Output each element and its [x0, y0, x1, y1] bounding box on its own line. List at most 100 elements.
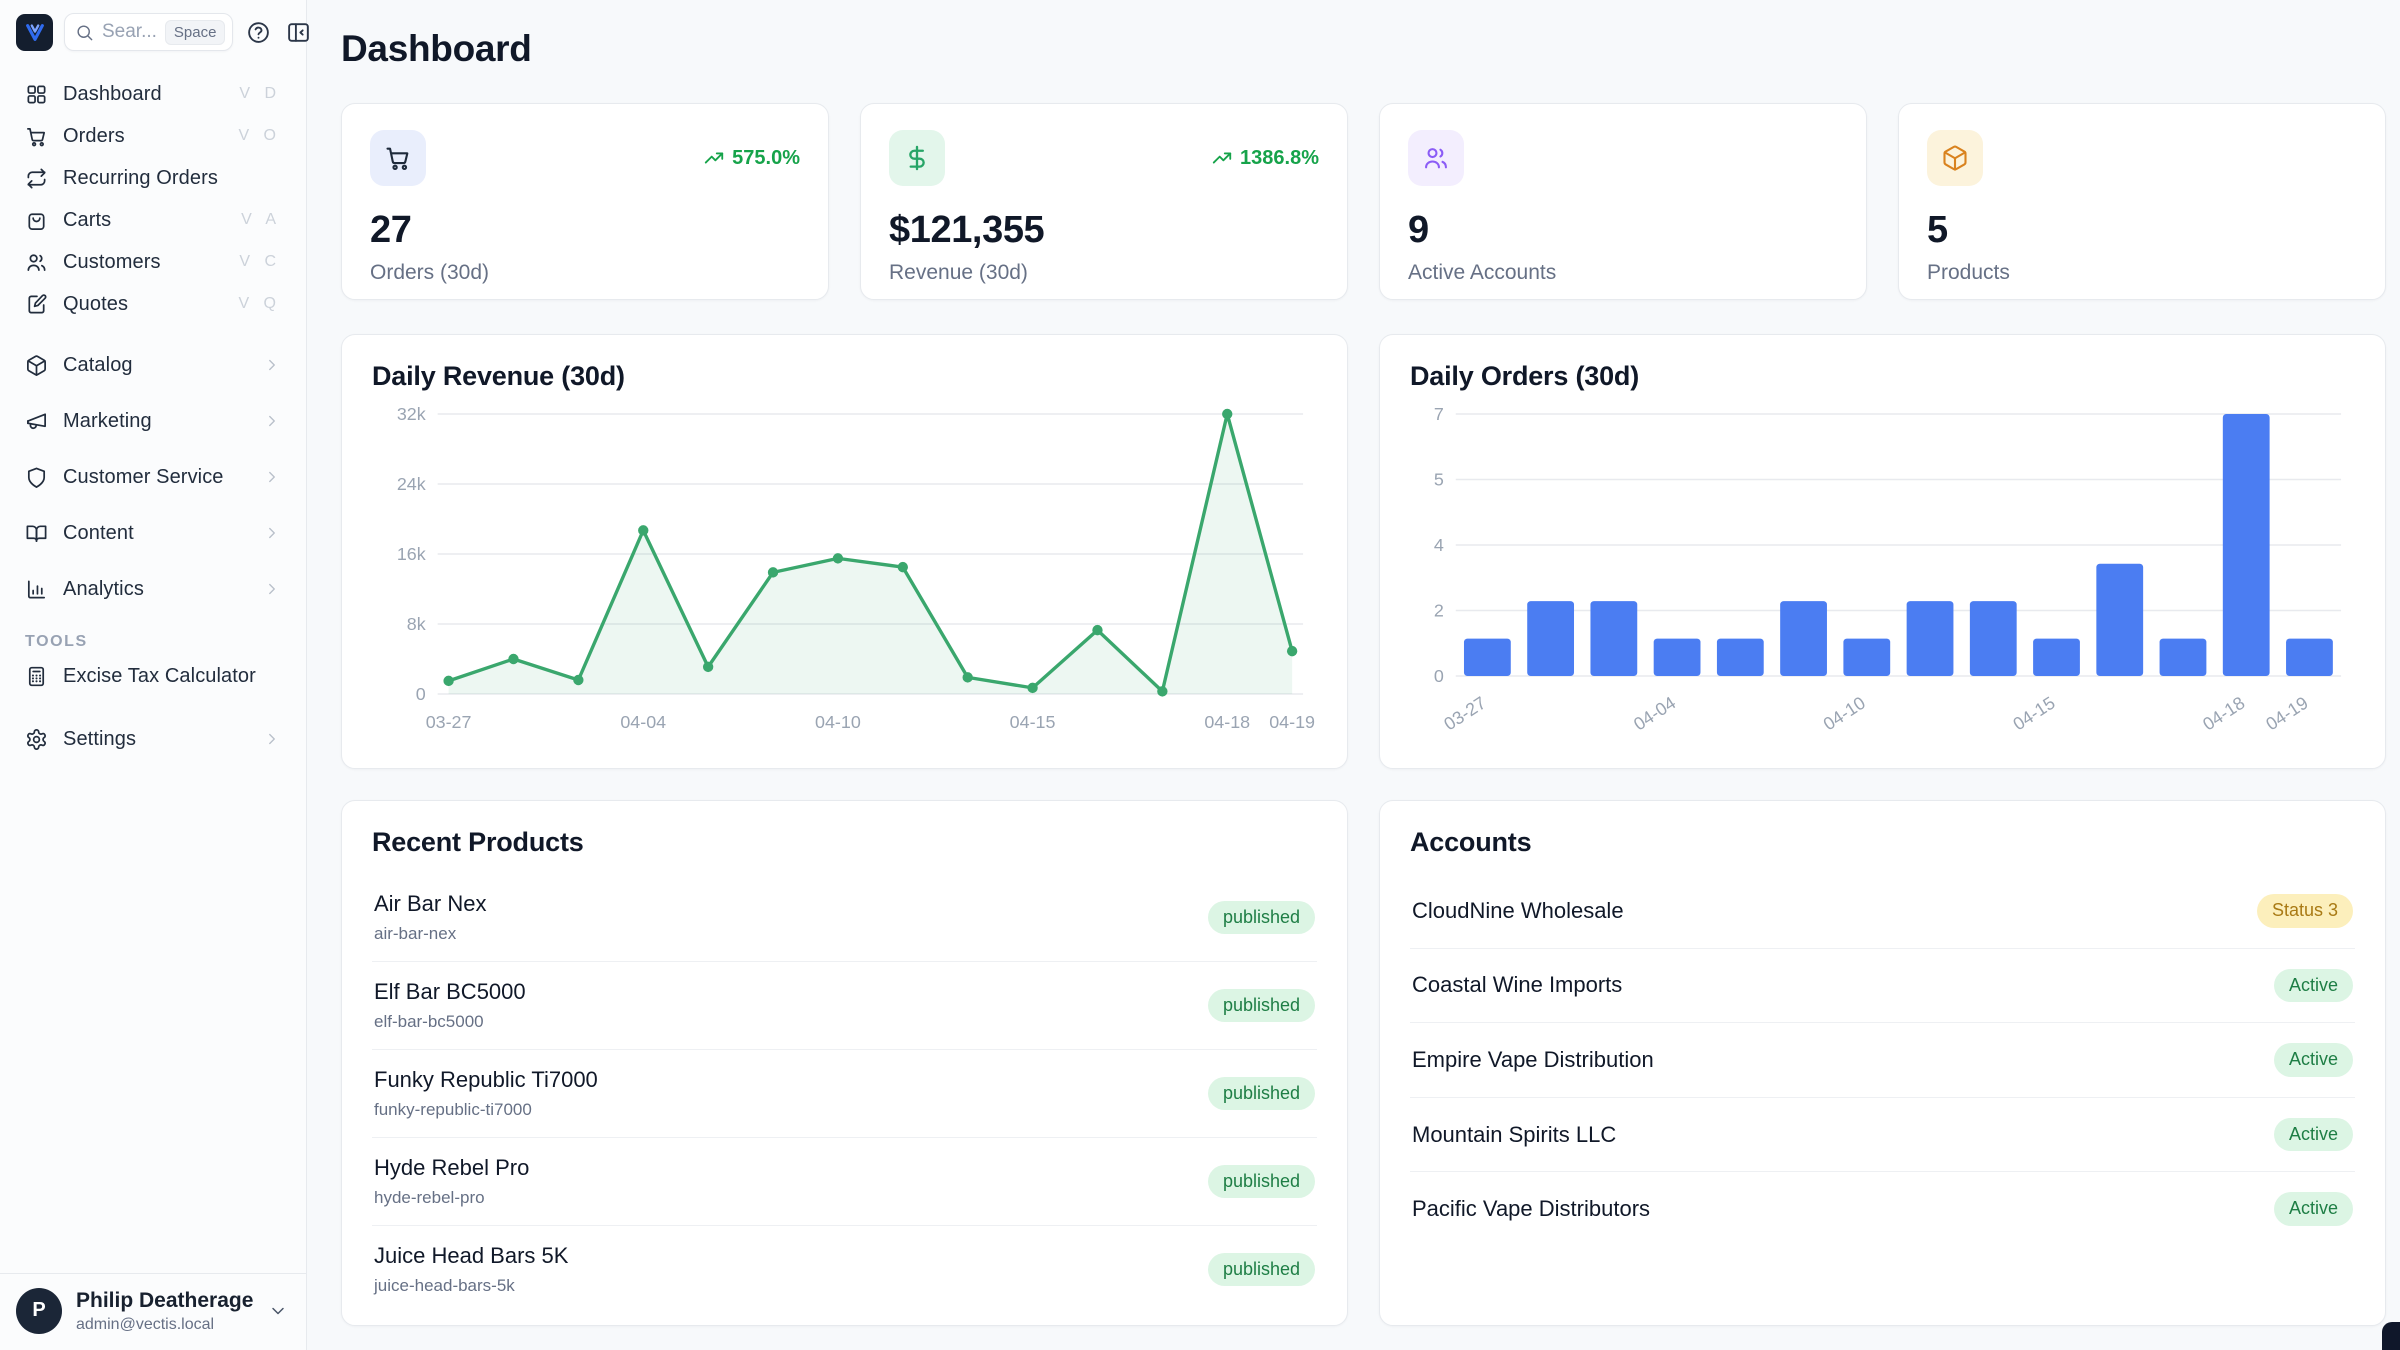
panel-left-close-icon: [288, 22, 310, 42]
sidebar-item-label: Dashboard: [63, 82, 162, 105]
sidebar-item-label: Recurring Orders: [63, 166, 218, 189]
avatar: P: [16, 1287, 62, 1334]
sidebar-item-customer-service[interactable]: Customer Service: [14, 449, 292, 505]
sidebar-item-dashboard[interactable]: Dashboard V D: [14, 73, 292, 115]
product-slug: air-bar-nex: [374, 924, 457, 943]
chart-title: Daily Revenue (30d): [372, 361, 625, 391]
svg-text:5: 5: [1434, 469, 1444, 489]
account-name: Empire Vape Distribution: [1412, 1046, 1654, 1072]
chevron-right-icon: [263, 730, 281, 748]
status-badge: Active: [2273, 1117, 2353, 1152]
sidebar-item-shortcut: V C: [239, 253, 281, 270]
search-input[interactable]: Sear... Space: [64, 13, 234, 51]
account-row[interactable]: Pacific Vape Distributors Active: [1410, 1172, 2355, 1246]
account-name: Mountain Spirits LLC: [1412, 1121, 1617, 1147]
product-slug: juice-head-bars-5k: [374, 1276, 515, 1295]
sidebar-nav: Dashboard V D Orders V O Recurring Order…: [0, 63, 306, 767]
svg-text:8k: 8k: [407, 614, 426, 634]
sidebar-item-label: Customers: [63, 250, 161, 273]
stat-label: Orders (30d): [370, 261, 490, 284]
status-badge: Active: [2273, 968, 2353, 1003]
sidebar-item-label: Orders: [63, 124, 125, 147]
sidebar-item-label: Analytics: [63, 577, 144, 600]
accounts-card: Accounts CloudNine Wholesale Status 3 Co…: [1379, 800, 2386, 1326]
svg-text:04-15: 04-15: [2009, 693, 2058, 735]
collapse-sidebar-button[interactable]: [284, 18, 313, 47]
daily-orders-card: Daily Orders (30d) 0 2 4 5 7 03-27 04-04 04-10 0…: [1379, 334, 2386, 769]
sidebar-item-content[interactable]: Content: [14, 505, 292, 561]
corner-widget: [2382, 1322, 2400, 1350]
status-badge: Active: [2273, 1192, 2353, 1226]
product-row[interactable]: Juice Head Bars 5K juice-head-bars-5k pu…: [372, 1226, 1317, 1313]
stat-value: $121,355: [889, 209, 1045, 251]
svg-text:04-19: 04-19: [2262, 693, 2311, 735]
trending-up-icon: [1212, 152, 1232, 164]
svg-text:04-10: 04-10: [1820, 693, 1869, 735]
sidebar-item-settings[interactable]: Settings: [14, 711, 292, 767]
account-row[interactable]: Empire Vape Distribution Active: [1410, 1023, 2355, 1098]
recent-products-card: Recent Products Air Bar Nex air-bar-nex …: [341, 800, 1348, 1326]
status-badge: Status 3: [2256, 894, 2353, 928]
chevron-right-icon: [263, 524, 281, 542]
sidebar-item-orders[interactable]: Orders V O: [14, 115, 292, 157]
trend-indicator: 575.0%: [703, 147, 800, 170]
charts-row: Daily Revenue (30d) 0 8k 16k 24k 32k 03-27 04-…: [341, 334, 2386, 769]
status-badge: published: [1207, 1164, 1315, 1199]
help-circle-icon: [248, 21, 270, 43]
stat-card-products: 5 Products: [1898, 103, 2386, 300]
stat-value: 9: [1408, 209, 1429, 251]
recent-products-list: Air Bar Nex air-bar-nex published Elf Ba…: [372, 874, 1317, 1313]
sidebar-item-shortcut: V A: [241, 211, 281, 228]
sidebar-item-shortcut: V Q: [238, 295, 281, 312]
product-row[interactable]: Funky Republic Ti7000 funky-republic-ti7…: [372, 1050, 1317, 1138]
gear-icon: [25, 728, 48, 751]
status-badge: Active: [2273, 1043, 2353, 1077]
account-row[interactable]: CloudNine Wholesale Status 3: [1410, 874, 2355, 949]
sidebar-item-icon: [25, 410, 48, 433]
product-row[interactable]: Hyde Rebel Pro hyde-rebel-pro published: [372, 1138, 1317, 1226]
sidebar-item-customers[interactable]: Customers V C: [14, 241, 292, 283]
stat-label: Products: [1927, 261, 2010, 284]
product-slug: funky-republic-ti7000: [374, 1100, 532, 1119]
stat-icon: [370, 130, 426, 186]
stat-card-revenue: 1386.8% $121,355 Revenue (30d): [860, 103, 1348, 300]
status-badge: published: [1207, 900, 1315, 935]
account-row[interactable]: Mountain Spirits LLC Active: [1410, 1098, 2355, 1173]
nav-section-group: Catalog Marketing Customer Service: [14, 337, 292, 617]
chart-title: Daily Orders (30d): [1410, 361, 1639, 391]
sidebar-item-carts[interactable]: Carts V A: [14, 199, 292, 241]
sidebar-item-label: Quotes: [63, 292, 129, 315]
svg-text:04-04: 04-04: [620, 712, 666, 732]
app-logo[interactable]: [16, 13, 53, 51]
sidebar-item-label: Settings: [63, 727, 137, 750]
svg-text:04-18: 04-18: [2199, 693, 2248, 735]
trend-value: 1386.8%: [1240, 146, 1319, 169]
sidebar-item-quotes[interactable]: Quotes V Q: [14, 283, 292, 325]
svg-text:03-27: 03-27: [426, 712, 472, 732]
product-row[interactable]: Air Bar Nex air-bar-nex published: [372, 874, 1317, 962]
sidebar-item-recurring-orders[interactable]: Recurring Orders: [14, 157, 292, 199]
svg-text:4: 4: [1434, 535, 1444, 555]
accounts-list: CloudNine Wholesale Status 3 Coastal Win…: [1410, 874, 2355, 1246]
status-badge: published: [1207, 988, 1315, 1023]
help-button[interactable]: [244, 18, 273, 47]
stat-card-orders: 575.0% 27 Orders (30d): [341, 103, 829, 300]
account-name: Pacific Vape Distributors: [1412, 1196, 1651, 1222]
sidebar-item-marketing[interactable]: Marketing: [14, 393, 292, 449]
svg-text:04-10: 04-10: [815, 712, 861, 732]
daily-revenue-card: Daily Revenue (30d) 0 8k 16k 24k 32k 03-27 04-…: [341, 334, 1348, 769]
sidebar-item-excise-tax-calculator[interactable]: Excise Tax Calculator: [14, 655, 292, 697]
sidebar-item-catalog[interactable]: Catalog: [14, 337, 292, 393]
account-row[interactable]: Coastal Wine Imports Active: [1410, 949, 2355, 1024]
chevron-right-icon: [263, 580, 281, 598]
sidebar-item-analytics[interactable]: Analytics: [14, 561, 292, 617]
sidebar-item-icon: [25, 522, 48, 545]
account-name: Coastal Wine Imports: [1412, 972, 1623, 998]
product-row[interactable]: Elf Bar BC5000 elf-bar-bc5000 published: [372, 962, 1317, 1050]
recent-products-title: Recent Products: [372, 827, 584, 857]
sidebar-item-label: Customer Service: [63, 465, 224, 488]
sidebar-item-icon: [25, 251, 48, 274]
svg-text:03-27: 03-27: [1440, 693, 1489, 735]
sidebar-item-label: Excise Tax Calculator: [63, 664, 256, 687]
user-menu[interactable]: P Philip Deatherage admin@vectis.local: [0, 1272, 306, 1350]
